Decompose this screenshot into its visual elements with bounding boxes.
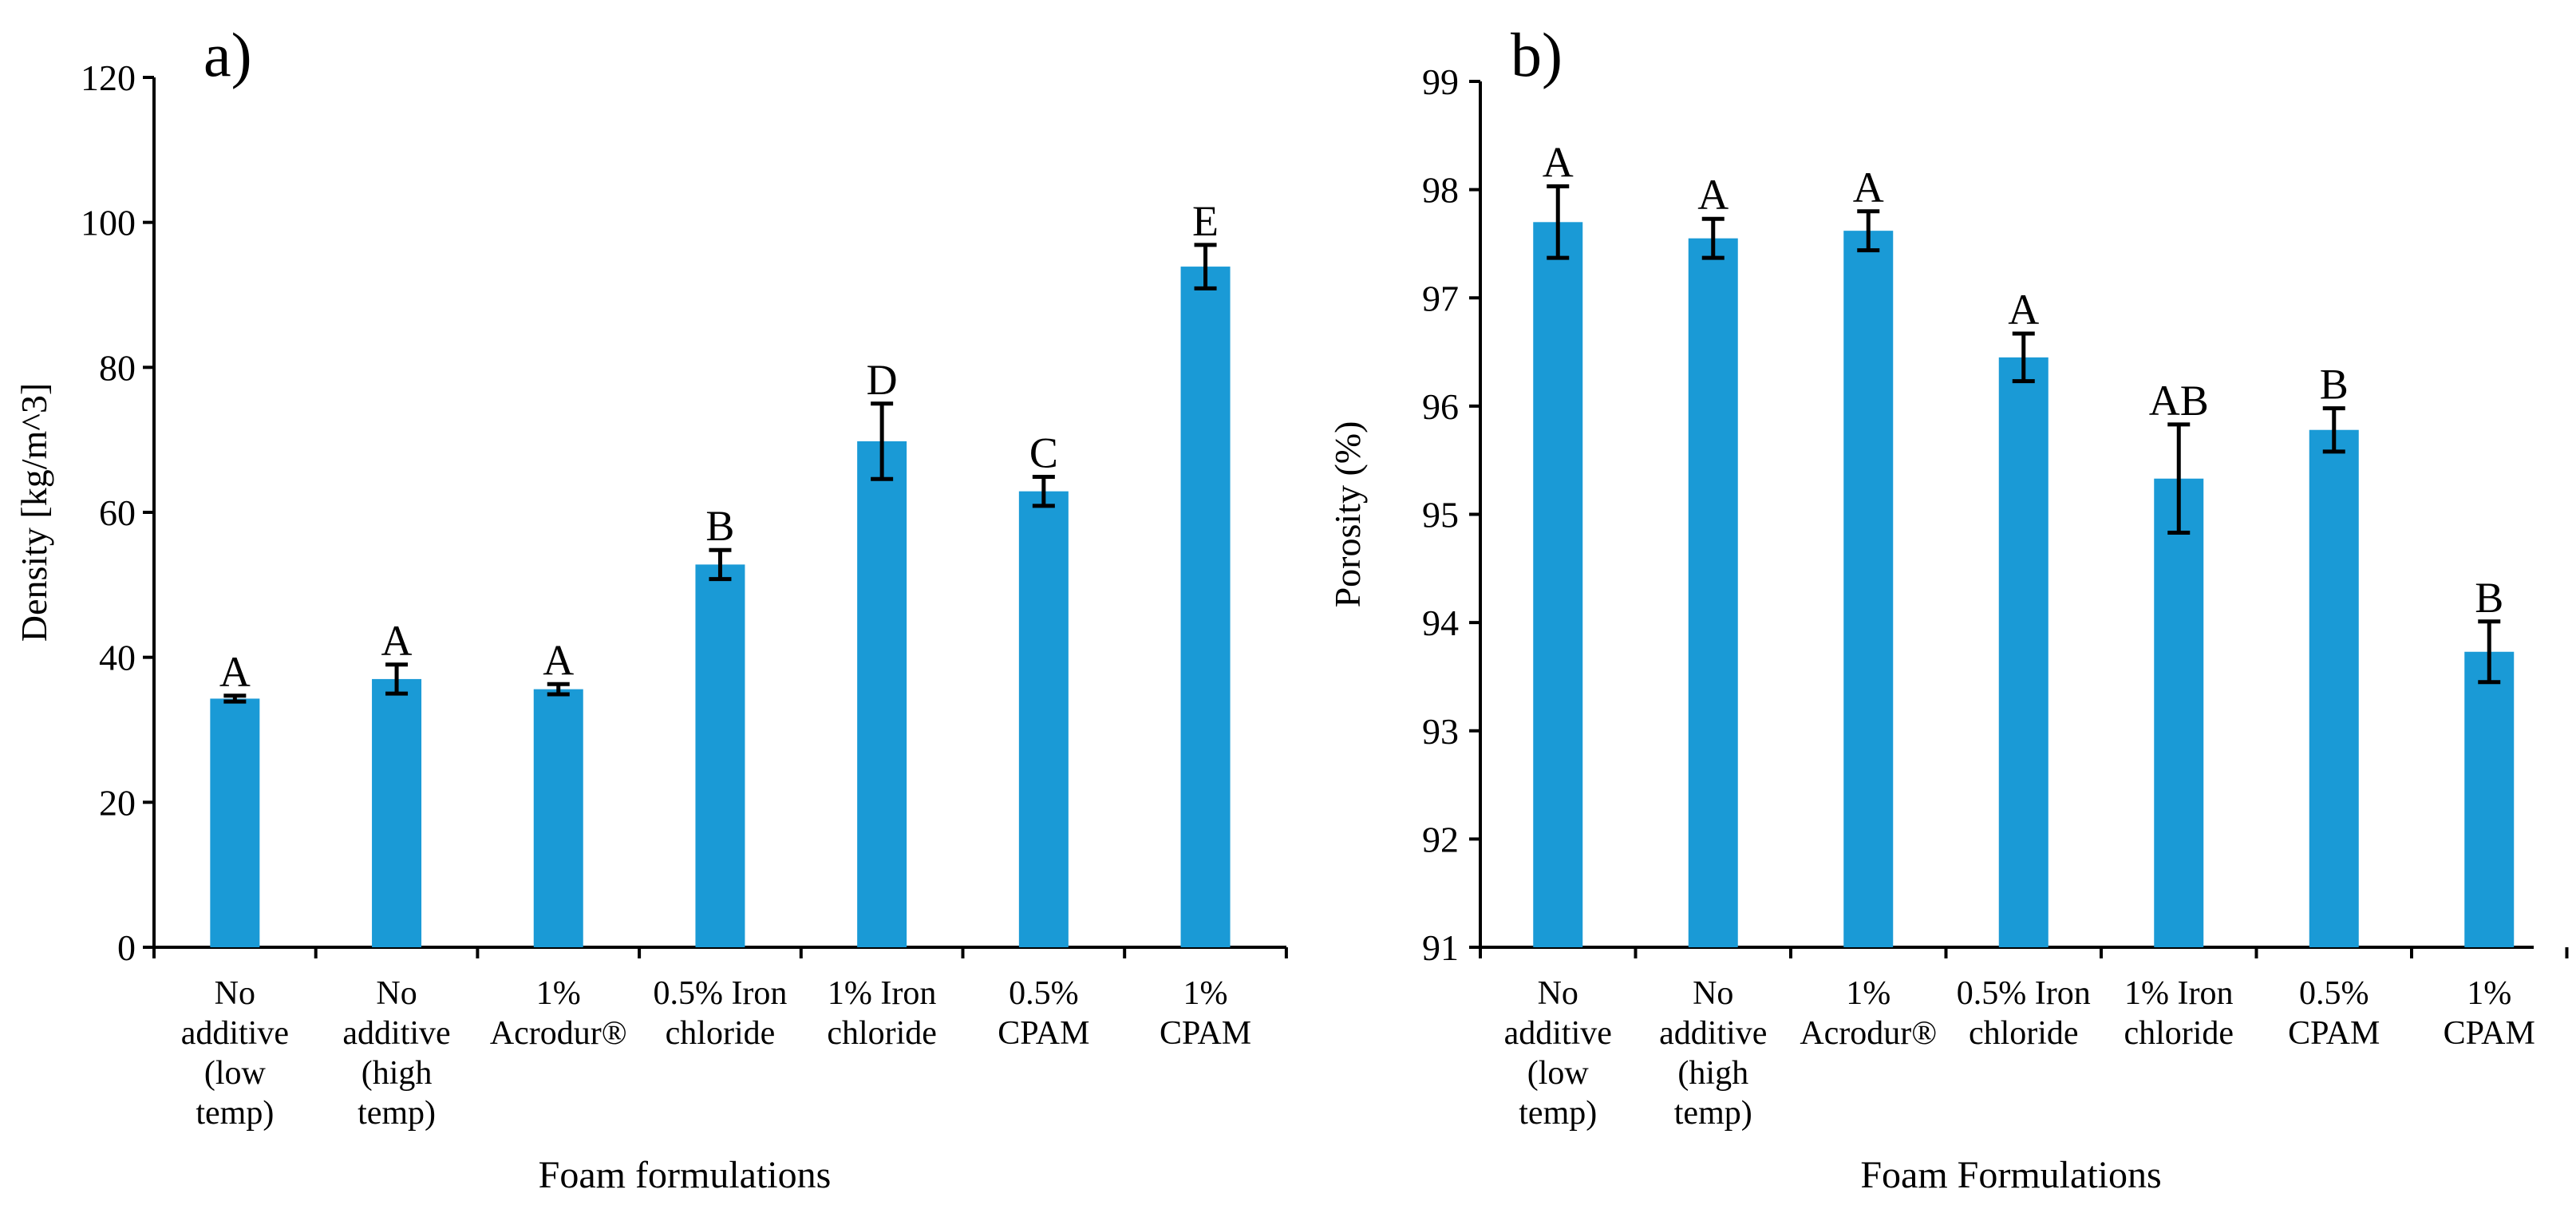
category-label: Acrodur® (490, 1015, 627, 1052)
category-label: (high (1677, 1055, 1748, 1092)
category-label: temp) (196, 1095, 274, 1132)
category-label: additive (342, 1015, 450, 1052)
category-label: 0.5% (2299, 975, 2369, 1012)
significance-label: A (2008, 286, 2039, 334)
category-label: 1% (1846, 975, 1891, 1012)
y-tick-label: 94 (1422, 603, 1459, 643)
bar (1533, 222, 1583, 947)
y-tick-label: 96 (1422, 386, 1459, 427)
significance-label: E (1192, 197, 1219, 245)
bar (372, 678, 422, 947)
y-axis-label: Porosity (%) (1327, 421, 1368, 608)
category-label: chloride (666, 1015, 776, 1052)
y-axis-label: Density [kg/m^3] (14, 383, 54, 642)
bar (2464, 651, 2515, 947)
x-axis-label: Foam Formulations (1860, 1154, 2161, 1196)
category-label: additive (1504, 1015, 1612, 1052)
y-tick-label: 98 (1422, 170, 1459, 211)
category-label: No (376, 975, 417, 1012)
category-label: CPAM (2288, 1015, 2380, 1052)
bar (210, 698, 260, 947)
y-tick-label: 91 (1422, 927, 1459, 968)
significance-label: A (1543, 139, 1574, 187)
category-label: No (1538, 975, 1578, 1012)
panel-label: b) (1511, 20, 1563, 89)
category-label: No (1693, 975, 1733, 1012)
significance-label: A (1853, 164, 1884, 211)
bar (1180, 267, 1231, 947)
category-label: 1% (1183, 975, 1228, 1012)
category-label: additive (181, 1015, 289, 1052)
category-label: 1% (536, 975, 581, 1012)
panel-label: a) (203, 20, 252, 89)
bar (1018, 491, 1069, 947)
y-tick-label: 0 (117, 927, 136, 968)
category-label: (low (1527, 1055, 1590, 1092)
category-label: chloride (827, 1015, 937, 1052)
significance-label: D (867, 356, 898, 404)
bar (1688, 238, 1738, 947)
x-axis-label: Foam formulations (539, 1154, 832, 1196)
significance-label: AB (2149, 377, 2209, 425)
category-label: 0.5% (1009, 975, 1079, 1012)
y-tick-label: 40 (99, 638, 136, 678)
category-label: additive (1659, 1015, 1767, 1052)
bar (1998, 357, 2049, 947)
category-label: chloride (2124, 1015, 2234, 1052)
category-label: No (215, 975, 255, 1012)
significance-label: A (1697, 171, 1729, 219)
y-tick-label: 92 (1422, 819, 1459, 859)
bar (2309, 429, 2359, 947)
y-tick-label: 100 (81, 203, 136, 243)
significance-label: C (1029, 429, 1058, 476)
y-tick-label: 95 (1422, 495, 1459, 535)
bar (533, 689, 583, 947)
bar (1843, 231, 1894, 948)
category-label: CPAM (998, 1015, 1089, 1052)
category-label: 1% Iron (828, 975, 936, 1012)
category-label: (low (204, 1055, 267, 1092)
y-tick-label: 80 (99, 347, 136, 388)
y-tick-label: 97 (1422, 278, 1459, 318)
significance-label: A (381, 617, 413, 665)
y-tick-label: 93 (1422, 711, 1459, 752)
category-label: chloride (1969, 1015, 2079, 1052)
significance-label: A (219, 648, 251, 696)
y-tick-label: 120 (81, 57, 136, 98)
category-label: CPAM (2444, 1015, 2535, 1052)
category-label: temp) (358, 1095, 436, 1132)
category-label: 1% (2467, 975, 2511, 1012)
category-label: 0.5% Iron (1957, 975, 2091, 1012)
porosity-chart: 91 92 93 94 95 96 97 98 99 Porosity (%) b) Foam For… (1327, 20, 2569, 1196)
category-label: temp) (1519, 1095, 1597, 1132)
category-label: Acrodur® (1800, 1015, 1937, 1052)
bar (2154, 478, 2204, 947)
y-tick-label: 60 (99, 492, 136, 533)
category-label: 1% Iron (2124, 975, 2233, 1012)
significance-label: A (543, 636, 574, 684)
y-tick-label: 99 (1422, 61, 1459, 102)
significance-label: B (2475, 574, 2503, 622)
category-label: temp) (1674, 1095, 1752, 1132)
significance-label: B (2320, 361, 2349, 409)
category-label: CPAM (1160, 1015, 1251, 1052)
bar (695, 564, 745, 947)
y-tick-label: 20 (99, 782, 136, 823)
bar (857, 441, 907, 947)
category-label: (high (362, 1055, 433, 1092)
significance-label: B (705, 502, 734, 550)
density-chart: 0 20 40 60 80 100 120 Density [kg/m^3] a) Foam fo… (14, 20, 1288, 1196)
category-label: 0.5% Iron (653, 975, 787, 1012)
